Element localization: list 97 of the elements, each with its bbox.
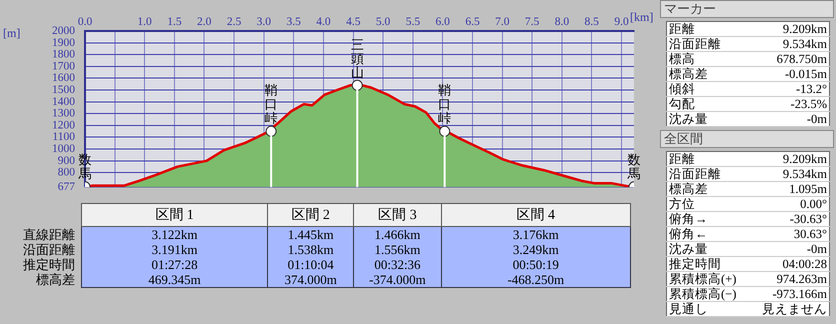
category-label: 方位 bbox=[669, 197, 695, 211]
category-label: 区間 1 bbox=[82, 204, 268, 226]
y-tick-label: 677 bbox=[58, 181, 76, 194]
text: 9.534km bbox=[782, 167, 827, 181]
annotation: 数馬 bbox=[626, 153, 640, 182]
category-label: 推定時間 bbox=[669, 257, 721, 271]
category-label: 区間 2 bbox=[268, 204, 354, 226]
text: 3.176km bbox=[512, 227, 559, 242]
x-tick-label: 6.5 bbox=[465, 16, 480, 28]
category-label: 沿面距離 bbox=[669, 167, 721, 181]
x-tick-label: 4.0 bbox=[316, 16, 331, 28]
category-label: 沈み量 bbox=[669, 242, 708, 256]
text: 1.556km bbox=[374, 242, 420, 257]
category-label: 距離 bbox=[669, 22, 695, 36]
category-label: 標高差 bbox=[669, 182, 708, 196]
text: -13.2° bbox=[796, 82, 827, 96]
category-label: 累積標高(−) bbox=[669, 287, 736, 301]
text: -30.63° bbox=[790, 212, 827, 226]
x-tick-label: 4.5 bbox=[346, 16, 361, 28]
category-label: 傾斜 bbox=[669, 82, 695, 96]
y-tick-label: 800 bbox=[58, 166, 76, 179]
text: 3.249km bbox=[512, 242, 559, 257]
y-tick-label: 1000 bbox=[52, 143, 76, 156]
y-tick-label: 1400 bbox=[52, 96, 76, 108]
text: 00:50:19 bbox=[512, 257, 559, 272]
category-label: 勾配 bbox=[669, 97, 695, 111]
category-label: 沿面距離 bbox=[669, 37, 721, 51]
text: 469.345m bbox=[148, 272, 201, 287]
text: 04:00:28 bbox=[782, 257, 827, 271]
x-tick-label: 9.0 bbox=[614, 16, 629, 28]
text: 1.538km bbox=[288, 242, 334, 257]
y-tick-label: 1900 bbox=[52, 36, 76, 49]
text: 974.263m bbox=[776, 272, 827, 286]
text: -973.166m bbox=[772, 287, 827, 301]
text: 9.534km bbox=[782, 37, 827, 51]
text: 0.00° bbox=[800, 197, 827, 211]
y-tick-label: 1700 bbox=[52, 60, 76, 72]
category-label: 俯角← bbox=[669, 227, 708, 241]
text: 見えません bbox=[762, 302, 827, 316]
x-tick-label: 8.5 bbox=[584, 16, 600, 28]
category-label: 見通し bbox=[669, 302, 708, 316]
text: 30.63° bbox=[794, 227, 827, 241]
text: 9.209km bbox=[782, 22, 827, 36]
x-axis-title: [km] bbox=[630, 10, 654, 24]
text: 678.750m bbox=[776, 52, 827, 66]
y-tick-label: 1500 bbox=[52, 84, 76, 96]
x-tick-label: 2.5 bbox=[226, 16, 242, 28]
text: 1.445km bbox=[288, 227, 334, 242]
category-label: 標高差 bbox=[669, 67, 708, 81]
text: 374.000m bbox=[284, 272, 337, 287]
x-tick-label: 1.0 bbox=[137, 16, 152, 28]
x-tick-label: 3.5 bbox=[286, 16, 302, 28]
x-tick-label: 5.0 bbox=[376, 16, 391, 28]
text: 3.122km bbox=[152, 227, 198, 242]
text: 1.466km bbox=[374, 227, 420, 242]
category-label: 標高 bbox=[669, 52, 695, 66]
text: 9.209km bbox=[782, 152, 827, 166]
text: -468.250m bbox=[507, 272, 564, 287]
category-label: 区間 4 bbox=[441, 204, 630, 226]
text: 全区間 bbox=[660, 130, 834, 148]
text: -0m bbox=[806, 112, 827, 126]
text: 00:32:36 bbox=[374, 257, 421, 272]
x-tick-label: 0.0 bbox=[78, 16, 92, 28]
category-label: 直線距離 bbox=[23, 226, 75, 242]
category-label: 俯角→ bbox=[669, 212, 708, 226]
category-label: 累積標高(+) bbox=[669, 272, 736, 286]
category-label: 推定時間 bbox=[23, 257, 75, 272]
category-label: 区間 3 bbox=[354, 204, 442, 226]
y-tick-label: 900 bbox=[58, 154, 76, 167]
x-tick-label: 7.5 bbox=[524, 16, 540, 28]
y-tick-label: 1600 bbox=[52, 72, 76, 84]
text: -0m bbox=[806, 242, 827, 256]
y-tick-label: 1100 bbox=[52, 131, 76, 144]
text: 01:10:04 bbox=[288, 257, 334, 272]
x-tick-label: 2.0 bbox=[197, 16, 212, 28]
category-label: 沿面距離 bbox=[23, 242, 75, 257]
category-label: 沈み量 bbox=[669, 112, 708, 126]
text: -0.015m bbox=[784, 67, 827, 81]
x-tick-label: 3.0 bbox=[256, 16, 272, 28]
y-tick-label: 2000 bbox=[52, 25, 76, 38]
text: マーカー bbox=[660, 0, 834, 18]
x-tick-label: 5.5 bbox=[406, 16, 420, 28]
text: 01:27:28 bbox=[151, 257, 198, 272]
text: 3.191km bbox=[152, 242, 198, 257]
y-tick-label: 1300 bbox=[52, 108, 76, 120]
x-tick-label: 7.0 bbox=[495, 16, 510, 28]
y-axis-title: [m] bbox=[3, 26, 20, 40]
x-tick-label: 6.0 bbox=[436, 16, 450, 28]
text: -23.5% bbox=[790, 97, 827, 111]
category-label: 距離 bbox=[669, 152, 695, 166]
x-tick-label: 8.0 bbox=[554, 16, 570, 28]
x-tick-label: 1.5 bbox=[167, 16, 182, 28]
text: -374.000m bbox=[369, 272, 426, 287]
y-tick-label: 1200 bbox=[52, 119, 76, 132]
y-tick-label: 1800 bbox=[52, 48, 76, 61]
category-label: 標高差 bbox=[36, 272, 75, 288]
text: 1.095m bbox=[789, 182, 827, 196]
